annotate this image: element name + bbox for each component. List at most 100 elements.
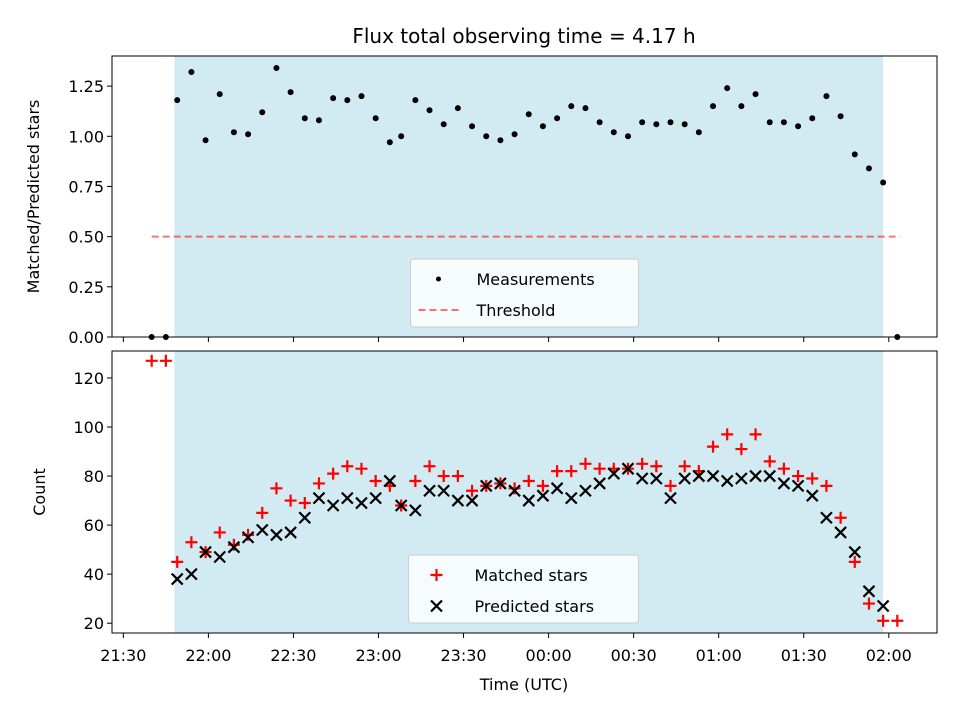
measurement-point [851, 151, 858, 158]
predicted-star-point [241, 531, 255, 544]
predicted-star-point [664, 491, 677, 505]
predicted-star-point [862, 585, 876, 598]
matched-star-point [579, 457, 592, 470]
x-tick-label: 01:00 [696, 646, 742, 665]
predicted-star-point [255, 523, 269, 537]
measurement-point [398, 133, 405, 140]
matched-star-point [650, 460, 663, 473]
predicted-star-point [312, 491, 326, 505]
y-tick-label: 60 [84, 516, 104, 535]
legend-plus-marker [430, 569, 443, 581]
matched-star-point [145, 354, 158, 367]
legend-label: Predicted stars [475, 597, 595, 616]
measurement-point [596, 119, 603, 126]
predicted-star-point [820, 511, 833, 525]
predicted-star-point [465, 494, 479, 507]
predicted-star-point [848, 545, 862, 559]
measurement-point [287, 89, 294, 96]
matched-star-point [355, 462, 368, 475]
predicted-star-point [621, 462, 635, 475]
y-tick-label: 40 [84, 565, 104, 584]
y-tick-label: 120 [73, 369, 104, 388]
predicted-star-point [791, 479, 805, 493]
matched-star-point [451, 470, 464, 483]
measurement-point [610, 129, 617, 136]
measurement-point [880, 179, 887, 186]
measurement-point [202, 137, 209, 144]
matched-star-point [721, 428, 734, 441]
predicted-star-point [876, 599, 890, 613]
measurement-point [653, 121, 660, 128]
predicted-star-point [270, 528, 283, 542]
predicted-star-point [635, 472, 649, 485]
measurement-point [865, 165, 872, 172]
measurement-point [667, 119, 674, 126]
predicted-star-point [170, 572, 184, 586]
matched-star-point [862, 597, 875, 610]
measurement-point [738, 103, 745, 110]
y-tick-label: 0.50 [68, 228, 104, 247]
predicted-star-point [394, 499, 408, 512]
predicted-star-point [550, 482, 564, 495]
measurement-point [497, 137, 504, 144]
measurement-point [483, 133, 490, 140]
measurement-point [230, 129, 237, 136]
x-axis-label: Time (UTC) [479, 675, 568, 694]
legend-dot-marker [436, 276, 441, 282]
predicted-star-point [508, 484, 521, 498]
predicted-star-point [479, 479, 493, 493]
measurement-point [358, 93, 365, 100]
matched-star-point [707, 440, 720, 453]
predicted-star-point [593, 477, 606, 490]
x-tick-label: 21:30 [100, 646, 146, 665]
measurement-point [344, 97, 351, 104]
bottom-panel: 20 40 60 80 100 120 Count 21:30 22:00 22:30 23:00 2… [30, 350, 938, 665]
measurement-point [301, 115, 308, 122]
predicted-star-point [355, 496, 368, 510]
predicted-star-point [213, 550, 227, 564]
matched-star-point [636, 457, 649, 470]
predicted-star-point [451, 494, 465, 507]
measurement-point [752, 91, 759, 98]
legend-label: Matched stars [475, 566, 588, 585]
predicted-star-point [409, 504, 422, 517]
matched-star-point [437, 470, 450, 483]
matched-star-point [792, 470, 805, 483]
measurement-point [174, 97, 181, 104]
measurement-point [681, 121, 688, 128]
x-tick-label: 23:30 [440, 646, 486, 665]
y-tick-label: 0.25 [68, 278, 104, 297]
measurement-point [582, 105, 589, 112]
matched-star-point [522, 474, 535, 487]
measurement-point [259, 109, 266, 116]
measurement-point [454, 105, 461, 112]
predicted-star-point [805, 489, 819, 502]
axes-frame [111, 350, 938, 634]
measurement-point [330, 95, 337, 102]
predicted-star-point [607, 467, 621, 480]
y-axis-label: Count [30, 468, 49, 516]
measurement-point [273, 65, 280, 72]
top-panel: 0.00 0.25 0.50 0.75 1.00 1.25 Matched/Predicte… [24, 55, 938, 347]
measurement-point [710, 103, 717, 110]
legend-x-marker [430, 599, 443, 613]
predicted-star-point [227, 540, 241, 554]
predicted-star-point [423, 484, 436, 498]
measurement-point [188, 69, 195, 76]
predicted-star-point [522, 494, 536, 507]
matched-star-point [423, 460, 436, 473]
measurement-point [386, 139, 393, 146]
predicted-star-point [678, 472, 691, 485]
predicted-star-point [706, 469, 720, 483]
matched-star-point [565, 465, 578, 478]
predicted-star-point [579, 484, 592, 498]
predicted-star-point [341, 491, 354, 505]
matched-star-point [664, 479, 677, 492]
matched-star-point [284, 494, 297, 507]
predicted-star-point [494, 477, 507, 490]
legend-label: Threshold [476, 301, 556, 320]
matched-star-point [891, 614, 904, 627]
matched-star-point [834, 511, 847, 524]
axes-frame [111, 55, 938, 338]
